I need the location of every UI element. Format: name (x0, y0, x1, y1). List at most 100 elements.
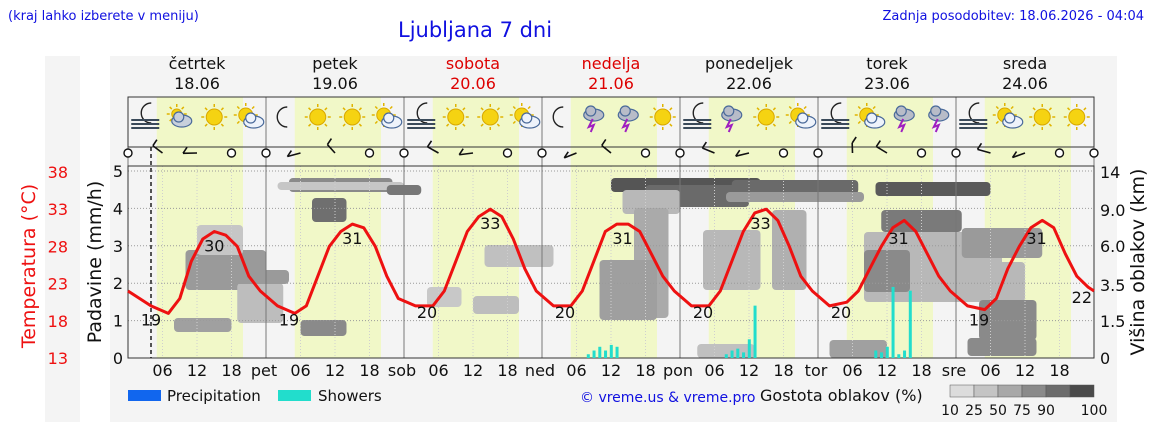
cloud-cover-patch (731, 180, 859, 194)
calm-wind-icon (123, 148, 133, 158)
wind-barb-icon (1011, 151, 1026, 159)
cloud-cover-patch (967, 338, 1037, 356)
showers-bar (874, 350, 878, 358)
copyright-link: © vreme.us & vreme.pro (580, 390, 755, 406)
temperature-label: 31 (888, 229, 908, 248)
calm-wind-icon (640, 148, 651, 158)
calm-wind-icon (951, 148, 961, 158)
day-name: ponedeljek (705, 54, 794, 73)
day-abbr-tick: tor (805, 361, 828, 380)
temperature-label: 33 (750, 214, 770, 233)
temperature-label: 20 (693, 303, 713, 322)
showers-legend-label: Showers (318, 387, 382, 405)
thunder-icon (617, 105, 639, 133)
wind-barb-icon (152, 139, 163, 154)
thunder-icon (928, 105, 950, 133)
icon-strip-frame (127, 96, 1095, 148)
cloud-density-tick: 10 (941, 403, 959, 419)
hour-tick: 18 (635, 361, 655, 380)
wind-barb-icon (976, 142, 991, 154)
wind-barb-icon (875, 140, 888, 154)
calm-wind-icon (1054, 148, 1065, 158)
hour-tick: 12 (1015, 361, 1035, 380)
cloud-density-swatch (997, 384, 1023, 398)
location-hint[interactable]: (kraj lahko izberete v meniju) (8, 9, 199, 24)
showers-bar (742, 352, 746, 358)
temperature-label: 20 (417, 303, 437, 322)
cloud-height-tick: 14 (1100, 163, 1120, 182)
calm-wind-icon (399, 148, 409, 158)
showers-bar (891, 286, 895, 358)
showers-bar (736, 348, 740, 358)
cloud-cover-patch (174, 318, 232, 332)
cloud-cover-patch (961, 228, 1043, 258)
wind-barb-icon (701, 141, 715, 154)
sun-cloud-icon (785, 103, 817, 129)
hour-tick: 12 (463, 361, 483, 380)
cloud-cover-patch (829, 340, 887, 358)
day-date: 18.06 (174, 74, 220, 93)
day-name: sobota (446, 54, 500, 73)
temperature-tick: 13 (48, 349, 68, 368)
day-date: 19.06 (312, 74, 358, 93)
calm-wind-icon (916, 148, 927, 158)
day-date: 22.06 (726, 74, 772, 93)
cloud-cover-patch (312, 198, 347, 222)
day-abbr-tick: sob (388, 361, 416, 380)
precipitation-legend-label: Precipitation (167, 387, 261, 405)
page-title: Ljubljana 7 dni (398, 18, 553, 42)
wind-barb-icon (563, 151, 577, 159)
sun-icon (201, 104, 228, 130)
day-date: 20.06 (450, 74, 496, 93)
day-abbr-tick: ned (525, 361, 555, 380)
fog-moon-icon (131, 102, 160, 129)
precipitation-tick: 5 (113, 162, 123, 181)
wind-barb-icon (426, 140, 439, 154)
temperature-label: 19 (141, 310, 161, 329)
cloud-height-tick: 3.5 (1100, 276, 1125, 295)
temperature-tick: 38 (48, 163, 68, 182)
hour-tick: 12 (601, 361, 621, 380)
calm-wind-icon (364, 148, 375, 158)
fog-moon-icon (821, 102, 850, 129)
wind-barb-icon (326, 138, 336, 154)
cloud-density-tick: 100 (1081, 403, 1108, 419)
cloud-density-swatch (949, 384, 975, 398)
sun-icon (1063, 104, 1090, 130)
day-name: četrtek (169, 54, 227, 73)
day-name: nedelja (582, 54, 641, 73)
calm-wind-icon (675, 148, 685, 158)
precipitation-legend-swatch (128, 390, 161, 401)
wind-barb-icon (458, 148, 474, 156)
temperature-tick: 33 (48, 200, 68, 219)
cloud-cover-patch (473, 296, 519, 314)
day-name: sreda (1003, 54, 1047, 73)
temperature-label: 20 (555, 303, 575, 322)
sun-icon (649, 104, 676, 130)
sun-cloud-icon (992, 103, 1024, 129)
hour-tick: 06 (566, 361, 586, 380)
hour-tick: 12 (187, 361, 207, 380)
showers-bar (885, 346, 889, 358)
showers-bar (730, 350, 734, 358)
temperature-label: 30 (204, 237, 224, 256)
temperature-label: 19 (279, 310, 299, 329)
hour-tick: 12 (739, 361, 759, 380)
showers-bar (908, 290, 912, 358)
wind-barb-icon (601, 139, 612, 154)
temperature-label: 20 (831, 303, 851, 322)
hour-tick: 18 (911, 361, 931, 380)
hour-tick: 12 (877, 361, 897, 380)
cloud-density-tick: 75 (1013, 403, 1031, 419)
cloud-cover-patch (231, 270, 289, 284)
sun-icon (1029, 104, 1056, 130)
sun-cloud-icon (854, 103, 886, 129)
calm-wind-icon (502, 148, 513, 158)
cloud-cover-patch (875, 182, 991, 196)
cloud-height-tick: 1.5 (1100, 312, 1125, 331)
calm-wind-icon (261, 148, 271, 158)
temperature-label: 31 (612, 229, 632, 248)
day-abbr-tick: pet (251, 361, 277, 380)
temperature-label: 31 (342, 229, 362, 248)
hour-tick: 18 (497, 361, 517, 380)
